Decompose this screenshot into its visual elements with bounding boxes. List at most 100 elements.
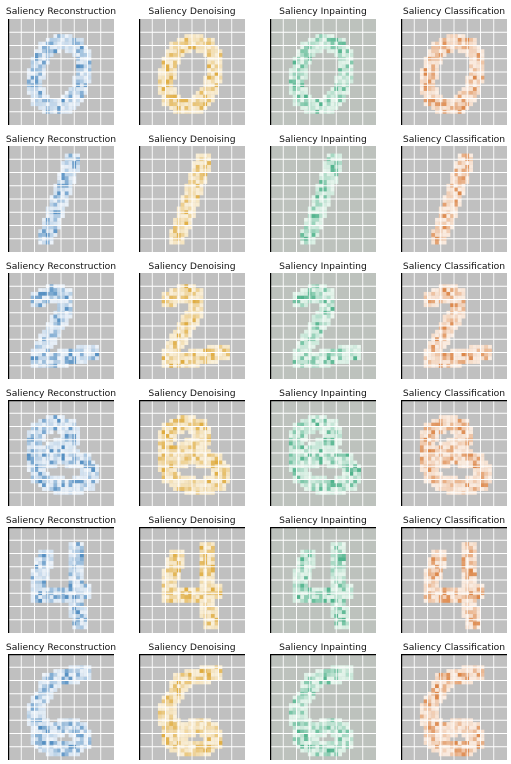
saliency-pixel [42, 102, 46, 106]
saliency-pixel [458, 453, 462, 457]
saliency-pixel [327, 673, 331, 677]
saliency-pixel [462, 576, 466, 580]
saliency-pixel [446, 188, 450, 192]
saliency-pixel [338, 584, 342, 588]
saliency-pixel [304, 472, 308, 476]
saliency-pixel [327, 681, 331, 685]
saliency-pixel [342, 461, 346, 465]
saliency-pixel [65, 483, 69, 487]
saliency-pixel [315, 330, 319, 334]
saliency-pixel [315, 214, 319, 218]
saliency-pixel [50, 476, 54, 480]
saliency-pixel [319, 356, 323, 360]
saliency-pixel [158, 72, 162, 76]
saliency-pixel [222, 472, 226, 476]
saliency-pixel [219, 457, 223, 461]
saliency-pixel [350, 61, 354, 65]
saliency-pixel [207, 607, 211, 611]
saliency-pixel [338, 95, 342, 99]
saliency-pixel [431, 576, 435, 580]
saliency-pixel [50, 453, 54, 457]
saliency-pixel [211, 595, 215, 599]
saliency-pixel [42, 218, 46, 222]
saliency-pixel [196, 349, 200, 353]
saliency-pixel [428, 64, 432, 68]
saliency-pixel [84, 480, 88, 484]
saliency-pixel [293, 72, 297, 76]
saliency-pixel [181, 222, 185, 226]
saliency-pixel [188, 722, 192, 726]
saliency-pixel [173, 468, 177, 472]
saliency-pixel [31, 599, 35, 603]
saliency-pixel [215, 457, 219, 461]
saliency-pixel [31, 434, 35, 438]
saliency-pixel [84, 87, 88, 91]
saliency-pixel [84, 80, 88, 84]
saliency-pixel [169, 476, 173, 480]
saliency-heatmap [8, 19, 114, 125]
saliency-pixel [169, 345, 173, 349]
saliency-pixel [431, 76, 435, 80]
saliency-pixel [207, 72, 211, 76]
saliency-pixel [184, 207, 188, 211]
saliency-pixel [173, 703, 177, 707]
saliency-pixel [50, 218, 54, 222]
saliency-pixel [200, 453, 204, 457]
saliency-pixel [215, 360, 219, 364]
saliency-pixel [431, 453, 435, 457]
saliency-pixel [327, 356, 331, 360]
saliency-pixel [454, 95, 458, 99]
saliency-pixel [346, 64, 350, 68]
saliency-pixel [207, 154, 211, 158]
saliency-pixel [473, 561, 477, 565]
saliency-pixel [166, 734, 170, 738]
saliency-pixel [312, 341, 316, 345]
saliency-pixel [200, 445, 204, 449]
saliency-pixel [331, 669, 335, 673]
saliency-pixel [35, 430, 39, 434]
saliency-pixel [323, 318, 327, 322]
saliency-pixel [166, 453, 170, 457]
saliency-pixel [312, 595, 316, 599]
saliency-pixel [200, 554, 204, 558]
saliency-pixel [219, 673, 223, 677]
saliency-pixel [80, 610, 84, 614]
saliency-pixel [342, 353, 346, 357]
saliency-pixel [215, 737, 219, 741]
saliency-heatmap [139, 19, 245, 125]
saliency-pixel [473, 356, 477, 360]
saliency-pixel [31, 468, 35, 472]
saliency-pixel [50, 737, 54, 741]
saliency-heatmap [8, 273, 114, 379]
saliency-pixel [469, 68, 473, 72]
saliency-pixel [424, 580, 428, 584]
saliency-pixel [304, 550, 308, 554]
saliency-pixel [50, 353, 54, 357]
saliency-pixel [458, 173, 462, 177]
saliency-pixel [319, 595, 323, 599]
saliency-pixel [338, 603, 342, 607]
saliency-pixel [35, 296, 39, 300]
saliency-pixel [162, 572, 166, 576]
saliency-pixel [319, 296, 323, 300]
saliency-pixel [428, 461, 432, 465]
saliency-pixel [173, 229, 177, 233]
saliency-pixel [312, 688, 316, 692]
saliency-pixel [181, 195, 185, 199]
saliency-pixel [300, 353, 304, 357]
saliency-pixel [84, 476, 88, 480]
saliency-pixel [458, 449, 462, 453]
saliency-pixel [27, 711, 31, 715]
saliency-pixel [211, 614, 215, 618]
saliency-pixel [192, 423, 196, 427]
saliency-pixel [35, 53, 39, 57]
saliency-pixel [80, 68, 84, 72]
saliency-pixel [35, 434, 39, 438]
saliency-pixel [80, 457, 84, 461]
saliency-pixel [192, 442, 196, 446]
saliency-pixel [484, 483, 488, 487]
saliency-pixel [450, 356, 454, 360]
saliency-pixel [69, 292, 73, 296]
saliency-pixel [76, 580, 80, 584]
saliency-pixel [431, 87, 435, 91]
